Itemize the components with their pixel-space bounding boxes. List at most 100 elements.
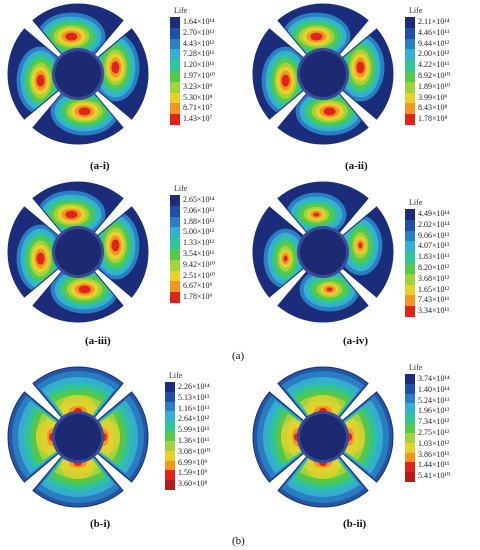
- legend-tick-label: 1.97×10¹⁰: [183, 71, 216, 80]
- legend-title: Life: [409, 6, 423, 15]
- legend-tick-label: 8.92×10¹⁰: [418, 71, 451, 80]
- legend-tick-label: 3.54×10¹¹: [183, 249, 215, 258]
- legend-swatch: [405, 81, 415, 94]
- legend-tick-label: 1.36×10¹¹: [178, 436, 210, 445]
- legend-tick-label: 1.03×10¹²: [418, 438, 450, 448]
- legend-swatch: [170, 270, 180, 282]
- legend-swatch: [405, 423, 415, 434]
- legend-swatch: [405, 241, 415, 253]
- panel-a-iv: Life 4.49×10¹⁴ 2.02×10¹⁴ 9.06×10¹³ 4.07×10¹³…: [245, 178, 480, 328]
- legend-tick-label: 3.86×10¹¹: [418, 449, 450, 459]
- rotor-blade: [32, 181, 124, 239]
- legend-swatch: [165, 480, 175, 491]
- legend-tick-label: 2.70×10¹³: [183, 27, 215, 37]
- legend-tick-label: 8.20×10¹²: [418, 263, 450, 272]
- legend-swatch: [170, 238, 180, 250]
- caption-b: (b): [232, 535, 245, 547]
- legend-tick-label: 1.43×10⁷: [183, 114, 213, 124]
- legend-swatch: [170, 227, 180, 239]
- rotor-contour-a-i: [7, 3, 149, 145]
- legend-swatch: [170, 81, 180, 94]
- legend-tick-label: 1.65×10¹²: [418, 284, 450, 294]
- hub: [55, 229, 101, 275]
- legend-swatch: [405, 273, 415, 286]
- legend-swatch: [170, 216, 180, 228]
- legend-tick-label: 6.67×10⁹: [183, 281, 213, 291]
- legend-tick-label: 1.78×10⁹: [183, 292, 213, 302]
- rotor-blade: [277, 87, 369, 145]
- legend-tick-label: 2.00×10¹²: [418, 49, 450, 59]
- panel-b-i: Life 2.26×10¹⁴ 5.13×10¹³ 1.16×10¹³ 2.64×10¹²…: [0, 363, 240, 513]
- legend-swatch: [170, 92, 180, 104]
- legend-tick-label: 1.20×10¹¹: [183, 60, 215, 70]
- legend-tick-label: 4.49×10¹⁴: [418, 209, 450, 218]
- legend-tick-label: 4.46×10¹³: [418, 27, 450, 37]
- legend-swatch: [170, 114, 180, 126]
- legend-tick-label: 3.23×10⁹: [183, 81, 213, 91]
- legend-tick-label: 9.44×10¹²: [418, 38, 450, 48]
- legend-swatch: [170, 38, 180, 50]
- legend-tick-label: 7.06×10¹³: [183, 205, 215, 215]
- legend-swatch: [170, 249, 180, 261]
- caption-a-i: (a-i): [90, 160, 110, 172]
- rotor-blade: [7, 206, 65, 298]
- legend-swatch: [405, 284, 415, 296]
- legend-tick-label: 1.78×10⁸: [418, 114, 448, 124]
- legend-tick-label: 2.26×10¹⁴: [178, 382, 210, 391]
- caption-a-iii: (a-iii): [85, 335, 111, 347]
- legend-swatch: [405, 442, 415, 454]
- legend-tick-label: 8.71×10⁷: [183, 103, 213, 113]
- rotor-contour-b-ii: [252, 366, 394, 508]
- legend-tick-label: 1.64×10¹⁴: [183, 17, 215, 26]
- legend-swatch: [170, 71, 180, 83]
- legend-tick-label: 3.68×10¹²: [418, 273, 450, 283]
- legend-tick-label: 3.34×10¹¹: [418, 306, 450, 316]
- legend-tick-label: 8.43×10⁸: [418, 103, 448, 113]
- legend-tick-label: 1.59×10⁹: [178, 468, 208, 478]
- caption-b-ii: (b-ii): [343, 518, 367, 530]
- hub: [300, 229, 346, 275]
- legend-swatch: [405, 103, 415, 115]
- legend-tick-label: 1.96×10¹³: [418, 406, 450, 416]
- legend-tick-label: 3.08×10¹⁰: [178, 446, 211, 456]
- panel-a-ii: Life 2.11×10¹⁴ 4.46×10¹³ 9.44×10¹² 2.00×10¹²…: [245, 0, 480, 150]
- legend-tick-label: 4.07×10¹³: [418, 241, 450, 251]
- legend-swatch: [405, 49, 415, 61]
- legend-swatch: [405, 38, 415, 50]
- legend-swatch: [165, 431, 175, 442]
- legend-swatch: [405, 383, 415, 395]
- legend-swatch: [405, 252, 415, 264]
- legend-tick-label: 2.64×10¹²: [178, 414, 210, 424]
- rotor-contour-b-i: [7, 366, 149, 508]
- legend-title: Life: [174, 184, 188, 193]
- rotor-blade: [336, 391, 394, 483]
- legend-swatch: [405, 92, 415, 104]
- legend-tick-label: 9.42×10¹⁰: [183, 259, 216, 269]
- legend-swatch: [405, 374, 415, 385]
- legend-swatch: [165, 401, 175, 412]
- legend-swatch: [405, 462, 415, 473]
- legend-title: Life: [409, 198, 423, 207]
- legend-tick-label: 7.34×10¹²: [418, 417, 450, 427]
- legend-tick-label: 5.99×10¹¹: [178, 425, 210, 435]
- rotor-blade: [32, 450, 124, 508]
- caption-a-iv: (a-iv): [343, 335, 369, 347]
- legend-swatch: [405, 413, 415, 424]
- legend-title: Life: [174, 6, 188, 15]
- legend-tick-label: 3.74×10¹⁴: [418, 374, 450, 383]
- legend-swatch: [405, 17, 415, 29]
- legend-swatch: [165, 460, 175, 471]
- panel-b-ii: Life 3.74×10¹⁴ 1.40×10¹⁴ 5.24×10¹³ 1.96×10¹³…: [245, 363, 480, 513]
- legend-swatch: [405, 263, 415, 275]
- legend-swatch: [165, 440, 175, 452]
- legend-tick-label: 5.00×10¹²: [183, 227, 215, 237]
- legend-tick-label: 2.75×10¹²: [418, 428, 450, 437]
- legend-swatch: [405, 432, 415, 444]
- legend-title: Life: [169, 371, 183, 380]
- legend-tick-label: 7.28×10¹¹: [183, 49, 215, 59]
- legend-swatch: [170, 60, 180, 72]
- legend-tick-label: 5.24×10¹³: [418, 395, 450, 405]
- legend-swatch: [405, 230, 415, 242]
- rotor-contour-a-iii: [7, 181, 149, 323]
- caption-a-ii: (a-ii): [345, 160, 368, 172]
